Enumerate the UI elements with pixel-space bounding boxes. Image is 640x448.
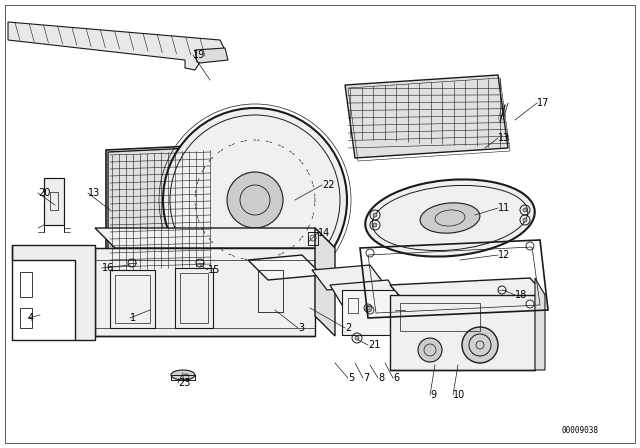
Bar xyxy=(95,248,315,336)
Bar xyxy=(180,273,208,323)
Bar xyxy=(175,268,213,328)
Bar xyxy=(258,270,283,312)
Text: 8: 8 xyxy=(378,373,384,383)
Bar xyxy=(20,308,32,328)
Text: 9: 9 xyxy=(430,390,436,400)
Ellipse shape xyxy=(171,370,195,380)
Text: 21: 21 xyxy=(368,340,380,350)
Text: 6: 6 xyxy=(393,373,399,383)
Circle shape xyxy=(227,172,283,228)
Circle shape xyxy=(373,213,377,217)
Text: 16: 16 xyxy=(102,263,115,273)
Text: 7: 7 xyxy=(363,373,369,383)
Text: 10: 10 xyxy=(453,390,465,400)
Text: 00009038: 00009038 xyxy=(561,426,598,435)
Text: 1: 1 xyxy=(130,313,136,323)
Polygon shape xyxy=(315,228,335,336)
Bar xyxy=(342,290,397,335)
Bar xyxy=(44,178,64,225)
Text: 5: 5 xyxy=(348,373,355,383)
Text: 2: 2 xyxy=(345,323,351,333)
Ellipse shape xyxy=(365,180,535,257)
Polygon shape xyxy=(345,75,508,158)
Text: 4: 4 xyxy=(28,313,34,323)
Polygon shape xyxy=(390,278,545,302)
Text: 11: 11 xyxy=(498,203,510,213)
Polygon shape xyxy=(8,22,225,70)
Circle shape xyxy=(418,338,442,362)
Bar xyxy=(20,272,32,297)
Text: 15: 15 xyxy=(208,265,220,275)
Polygon shape xyxy=(95,228,335,248)
Polygon shape xyxy=(108,147,213,277)
Polygon shape xyxy=(535,278,545,370)
Text: 18: 18 xyxy=(515,290,527,300)
Circle shape xyxy=(163,108,347,292)
Text: 20: 20 xyxy=(38,188,51,198)
Bar xyxy=(110,270,155,328)
Text: 14: 14 xyxy=(318,228,330,238)
Text: 12: 12 xyxy=(498,250,510,260)
Polygon shape xyxy=(330,280,400,305)
Text: 17: 17 xyxy=(537,98,549,108)
Text: 22: 22 xyxy=(322,180,335,190)
Bar xyxy=(115,275,150,323)
Circle shape xyxy=(364,304,372,312)
Bar xyxy=(348,298,358,313)
Bar xyxy=(308,232,318,245)
Text: 3: 3 xyxy=(298,323,304,333)
Circle shape xyxy=(462,327,498,363)
Polygon shape xyxy=(12,245,95,340)
Ellipse shape xyxy=(420,203,480,233)
Polygon shape xyxy=(44,178,64,225)
Polygon shape xyxy=(248,255,322,280)
Bar xyxy=(50,192,58,210)
Text: 13: 13 xyxy=(88,188,100,198)
Circle shape xyxy=(355,336,359,340)
Bar xyxy=(390,295,535,370)
Circle shape xyxy=(523,208,527,212)
Text: 13: 13 xyxy=(498,133,510,143)
Bar xyxy=(400,303,480,331)
Text: 23: 23 xyxy=(178,378,190,388)
Circle shape xyxy=(523,218,527,222)
Circle shape xyxy=(373,223,377,227)
Polygon shape xyxy=(312,265,385,290)
Polygon shape xyxy=(195,48,228,63)
Text: 19: 19 xyxy=(193,50,205,60)
